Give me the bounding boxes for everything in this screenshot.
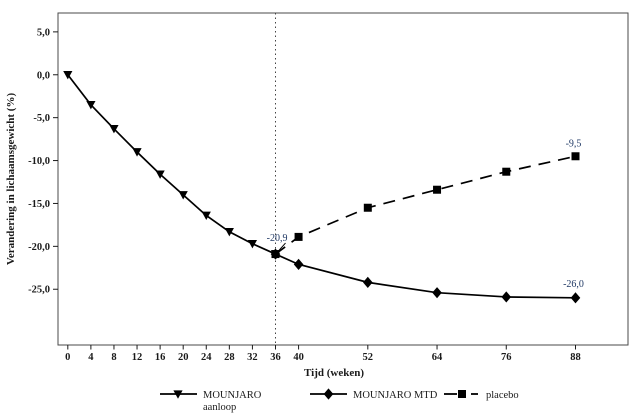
annotation-leader [276,242,286,253]
square-icon [271,250,280,259]
square-icon [571,152,580,161]
triangle-down-icon [86,100,96,110]
diamond-icon [501,291,512,303]
legend-label-mounjaro-aanloop-line1: MOUNJARO [203,390,262,401]
x-tick-label: 76 [501,352,512,363]
square-icon [294,232,303,241]
y-tick-label: 5,0 [37,27,50,38]
x-tick-label: 52 [363,352,374,363]
x-tick-label: 36 [270,352,281,363]
legend-item-mounjaro-aanloop: MOUNJARO aanloop [160,390,262,413]
y-tick-label: -20,0 [28,242,50,253]
annotation-label: -20,9 [267,233,288,244]
series-line [274,155,576,255]
x-axis-label: Tijd (weken) [304,367,364,379]
legend-item-placebo: placebo [444,390,519,401]
square-icon [363,203,372,212]
x-tick-label: 40 [293,352,304,363]
legend-label-mounjaro-aanloop-line2: aanloop [203,402,236,413]
series-mounjaro-mtd [270,248,581,304]
legend-item-mounjaro-mtd: MOUNJARO MTD [310,388,438,401]
triangle-down-icon [201,211,211,221]
triangle-down-icon [63,70,73,80]
square-icon [458,390,466,398]
x-tick-label: 8 [111,352,116,363]
y-tick-label: -25,0 [28,285,50,296]
triangle-down-icon [109,125,119,134]
annotation-label: -26,0 [563,279,584,290]
x-tick-label: 4 [88,352,94,363]
diamond-icon [363,276,373,288]
triangle-down-icon [173,390,183,399]
triangle-down-icon [224,227,234,237]
x-tick-label: 16 [155,352,166,363]
diamond-icon [570,292,581,304]
series-line [275,253,576,299]
diamond-icon [432,287,442,299]
x-tick-label: 0 [65,352,70,363]
x-tick-label: 28 [224,352,235,363]
diamond-icon [323,388,334,400]
series-mounjaro-aanloop [63,70,281,259]
y-tick-label: -15,0 [28,199,50,210]
diamond-icon [293,258,304,270]
plot-border [57,12,629,346]
x-tick-label: 88 [570,352,581,363]
legend-label-mounjaro-mtd: MOUNJARO MTD [353,390,438,401]
triangle-down-icon [132,148,142,157]
x-tick-label: 64 [432,352,443,363]
x-tick-label: 20 [178,352,189,363]
y-tick-label: -5,0 [33,113,50,124]
x-tick-label: 32 [247,352,258,363]
legend: MOUNJARO aanloop MOUNJARO MTD placebo [160,388,519,413]
plot-area: 0 4 8 12 16 20 24 28 32 36 40 52 64 76 88 5,0 0,0 -5,0 -10… [28,12,629,363]
triangle-down-icon [155,170,165,179]
triangle-down-icon [247,239,258,249]
square-icon [433,185,442,194]
legend-label-placebo: placebo [486,390,519,401]
y-tick-label: -10,0 [28,156,50,167]
x-tick-label: 12 [132,352,143,363]
annotation-label: -9,5 [566,138,582,149]
series-placebo [271,152,580,259]
x-tick-label: 24 [201,352,212,363]
y-axis-label: Verandering in lichaamsgewicht (%) [5,93,17,266]
series-line [67,74,276,255]
square-icon [502,167,511,176]
triangle-down-icon [178,191,188,200]
y-tick-label: 0,0 [37,70,50,81]
